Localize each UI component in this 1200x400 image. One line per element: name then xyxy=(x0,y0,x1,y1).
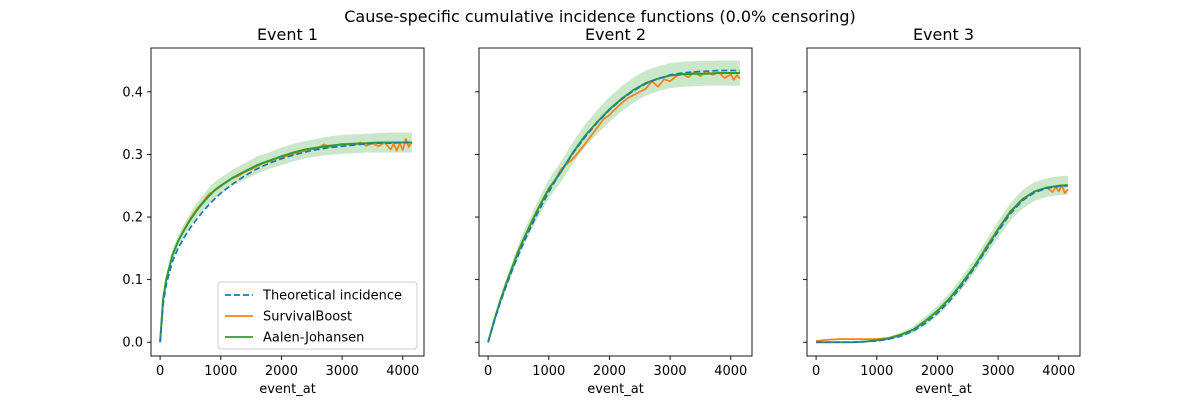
y-tick-label: 0.3 xyxy=(122,148,143,163)
x-axis-label: event_at xyxy=(587,382,644,397)
series-line-theoretical-incidence xyxy=(487,69,740,343)
y-tick-label: 0.1 xyxy=(122,273,143,288)
legend-label: Theoretical incidence xyxy=(262,289,402,304)
series-line-survivalboost xyxy=(816,184,1069,342)
panel-title: Event 2 xyxy=(585,25,646,44)
x-tick-label: 2000 xyxy=(265,364,298,379)
panel-event-3: 0 1000 2000 3000 4000 Event 3 event_at xyxy=(803,25,1081,397)
series-line-theoretical-incidence xyxy=(159,141,412,343)
x-tick-label: 0 xyxy=(812,364,820,379)
series-line-aalen-johansen xyxy=(816,184,1068,344)
x-axis-label: event_at xyxy=(915,382,972,397)
y-tick-label: 0.4 xyxy=(122,85,143,100)
series-line-theoretical-incidence xyxy=(816,184,1068,344)
x-tick-label: 0 xyxy=(484,364,492,379)
x-tick-label: 1000 xyxy=(532,364,565,379)
x-tick-label: 4000 xyxy=(1042,364,1075,379)
x-tick-label: 0 xyxy=(156,364,164,379)
x-tick-label: 3000 xyxy=(982,364,1015,379)
plot-area xyxy=(159,132,413,343)
x-tick-label: 4000 xyxy=(714,364,747,379)
legend: Theoretical incidence SurvivalBoost Aalen-… xyxy=(217,281,418,350)
legend-label: SurvivalBoost xyxy=(263,310,352,325)
x-tick-label: 3000 xyxy=(326,364,359,379)
axes-frame xyxy=(150,47,425,357)
axes-frame xyxy=(806,47,1081,357)
panel-event-1: 0 1000 2000 3000 4000 0.0 0.1 0.2 0.3 0.4 Event 1 e… xyxy=(122,25,425,397)
x-tick-label: 2000 xyxy=(593,364,626,379)
panels: 0 1000 2000 3000 4000 0.0 0.1 0.2 0.3 0.4 Event 1 e… xyxy=(122,25,1081,397)
x-tick-label: 2000 xyxy=(921,364,954,379)
legend-label: Aalen-Johansen xyxy=(263,331,364,346)
x-tick-label: 1000 xyxy=(204,364,237,379)
legend-box xyxy=(217,281,418,350)
panel-title: Event 1 xyxy=(257,25,318,44)
x-tick-label: 4000 xyxy=(386,364,419,379)
axes-frame xyxy=(478,47,753,357)
panel-title: Event 3 xyxy=(913,25,974,44)
series-line-aalen-johansen xyxy=(159,141,412,343)
x-tick-label: 3000 xyxy=(654,364,687,379)
plot-area xyxy=(487,60,741,343)
plot-area xyxy=(816,175,1069,344)
x-tick-label: 1000 xyxy=(860,364,893,379)
figure-title: Cause-specific cumulative incidence func… xyxy=(344,7,856,26)
x-axis-label: event_at xyxy=(259,382,316,397)
y-tick-label: 0.2 xyxy=(122,211,143,226)
confidence-band xyxy=(816,175,1068,343)
confidence-band xyxy=(488,60,740,343)
panel-event-2: 0 1000 2000 3000 4000 Event 2 event_at xyxy=(475,25,753,397)
y-tick-label: 0.0 xyxy=(122,336,143,351)
